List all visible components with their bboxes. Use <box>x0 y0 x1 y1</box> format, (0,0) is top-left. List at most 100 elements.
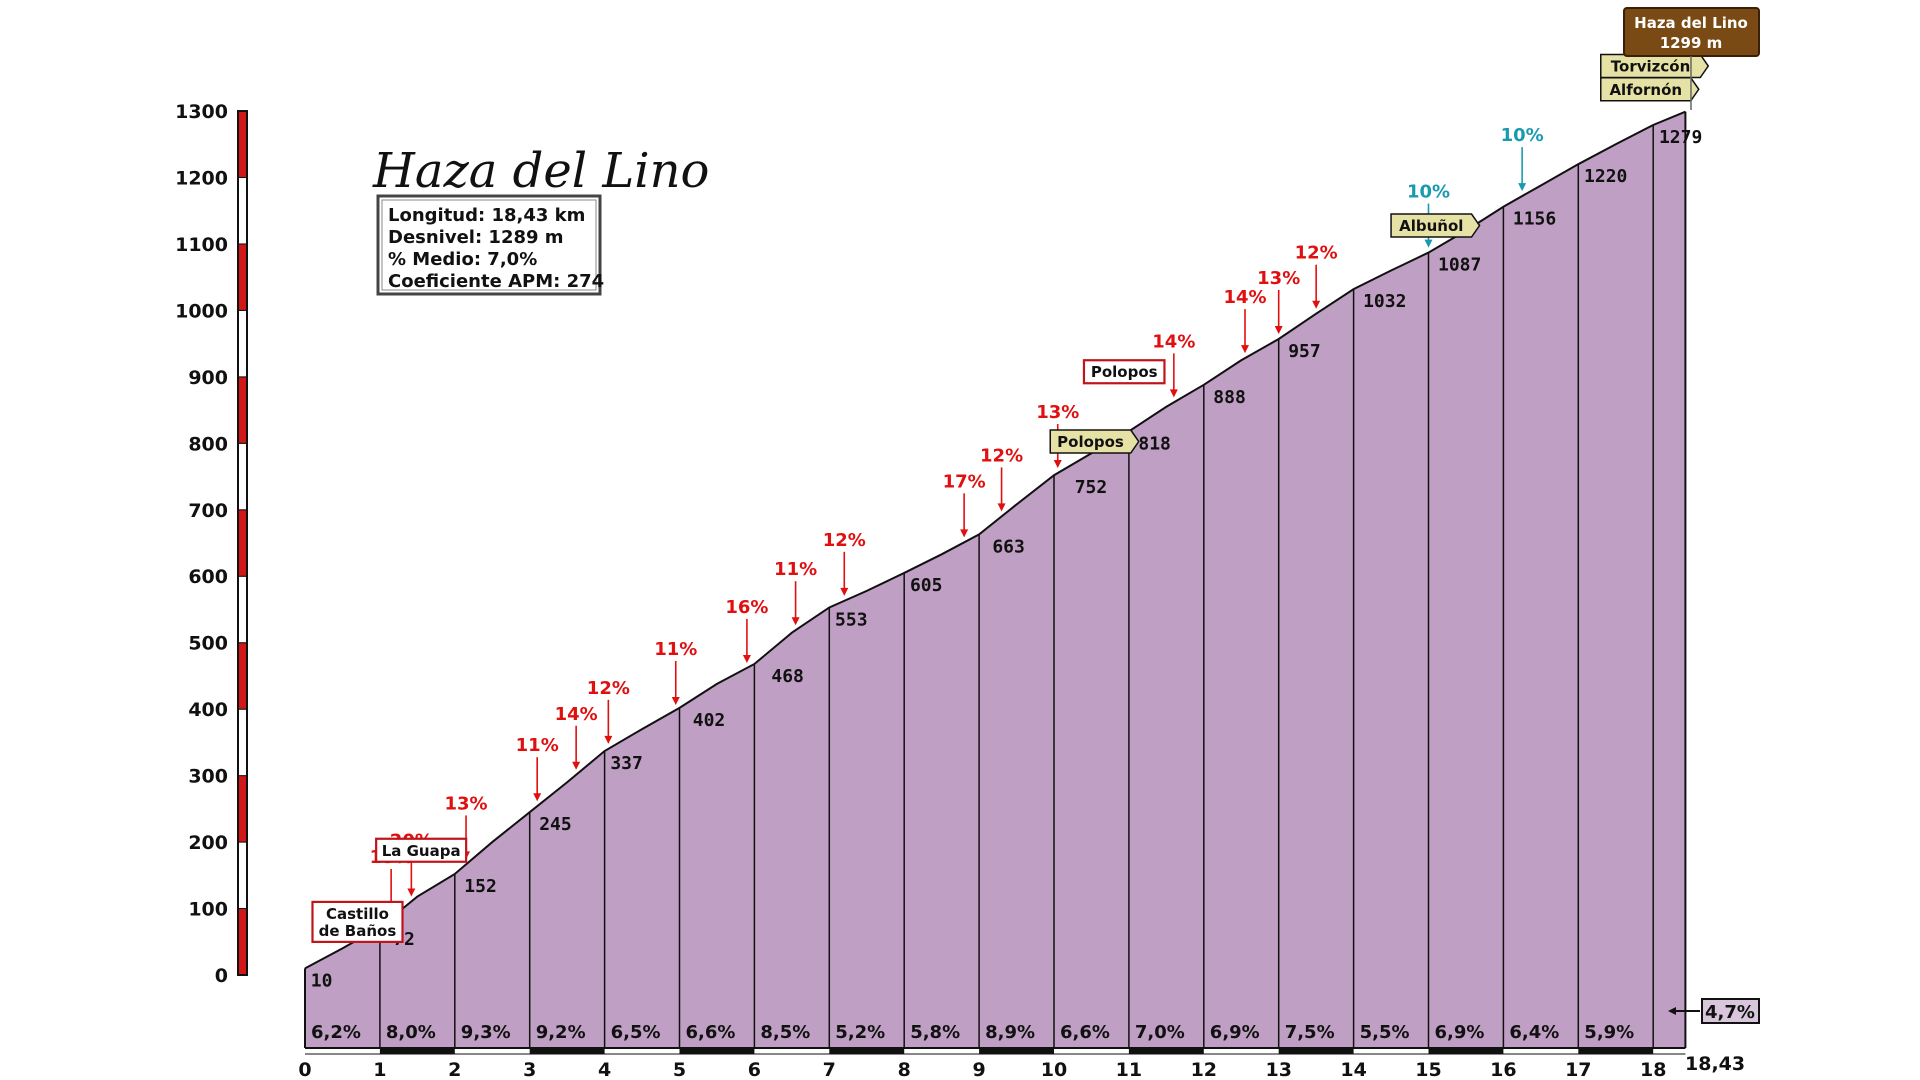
place-label-text: Alfornón <box>1609 81 1682 99</box>
y-tick-label: 100 <box>188 899 228 921</box>
x-axis-band <box>1128 1048 1204 1054</box>
elevation-labels: 1072152245337402468553605663752818888957… <box>311 127 1703 991</box>
y-tick-label: 0 <box>215 965 228 987</box>
ramp-grade-label: 13% <box>1257 268 1300 289</box>
x-tick-label: 1 <box>373 1059 386 1080</box>
ramp-arrow-head <box>1169 389 1178 398</box>
place-label-box <box>1049 429 1140 454</box>
ramp-arrow-head <box>572 761 581 770</box>
ramp-grade-label: 12% <box>823 530 866 551</box>
x-axis-band <box>979 1048 1054 1054</box>
ramp-arrow-head <box>840 587 849 596</box>
ramp-arrow-head <box>671 696 680 705</box>
ramp-arrow-head <box>407 888 416 897</box>
ramp-arrow-head <box>533 793 542 802</box>
y-tick-label: 1100 <box>175 234 228 256</box>
ramp-grade-label: 16% <box>725 597 768 618</box>
x-tick-label: 6 <box>748 1059 761 1080</box>
ruler-frame <box>237 110 248 976</box>
y-tick-label: 700 <box>188 500 228 522</box>
place-label-box <box>311 900 404 943</box>
segment-grade-label: 6,6% <box>1060 1022 1110 1043</box>
ramp-arrow-head <box>997 503 1006 512</box>
x-axis-band <box>529 1048 605 1054</box>
ramp-grade-label: 11% <box>654 639 697 660</box>
ramp-grade-label: 13% <box>444 793 487 814</box>
segment-grade-label: 6,4% <box>1509 1022 1559 1043</box>
summit-sign: Haza del Lino 1299 m <box>1623 7 1760 110</box>
x-tick-label: 11 <box>1116 1059 1142 1080</box>
ruler-band <box>237 841 248 910</box>
y-tick-label: 800 <box>188 433 228 455</box>
segment-grade-label: 6,2% <box>311 1022 361 1043</box>
y-axis-ticks: 0 100 200 300 400 500 600 700 800 900 1000 1100 1200… <box>175 101 228 987</box>
ramp-arrow-head <box>1312 300 1321 309</box>
elevation-label: 553 <box>835 609 868 630</box>
x-tick-label: 13 <box>1265 1059 1291 1080</box>
ramp-arrow-head <box>742 654 751 663</box>
y-tick-label: 500 <box>188 633 228 655</box>
segment-grade-label: 6,9% <box>1435 1022 1485 1043</box>
y-tick-label: 600 <box>188 566 228 588</box>
ramp-grade-label: 12% <box>587 678 630 699</box>
ruler-band <box>237 110 248 178</box>
segment-grades: 6,2% 8,0% 9,3% 9,2% 6,5% 6,6% 8,5% 5,2% 5,8% 8,9%… <box>311 1022 1634 1043</box>
y-ruler <box>237 110 248 976</box>
segment-grade-label: 6,6% <box>686 1022 736 1043</box>
x-tick-label: 8 <box>898 1059 911 1080</box>
ramp-grade-label: 10% <box>1407 182 1450 203</box>
info-apm-coefficient: Coeficiente APM: 274 <box>388 271 604 292</box>
elevation-label: 337 <box>610 753 643 774</box>
elevation-label: 888 <box>1213 387 1246 408</box>
y-tick-label: 1000 <box>175 300 228 322</box>
ramp-grade-label: 12% <box>980 445 1023 466</box>
ruler-band <box>237 309 248 378</box>
profile-fill <box>305 111 1686 1049</box>
elevation-label: 605 <box>910 575 943 596</box>
last-segment-grade-label: 4,7% <box>1705 1002 1755 1023</box>
last-segment-grade: 4,7% <box>1668 998 1760 1024</box>
x-tick-label: 18 <box>1640 1059 1666 1080</box>
segment-grade-label: 5,8% <box>910 1022 960 1043</box>
elevation-label: 1156 <box>1513 209 1556 230</box>
ramp-grade-label: 17% <box>943 471 986 492</box>
y-tick-label: 900 <box>188 367 228 389</box>
segment-grade-label: 9,2% <box>536 1022 586 1043</box>
ramp-grade-label: 12% <box>1295 243 1338 264</box>
ramp-arrow-head <box>1240 345 1249 354</box>
ramp-grade-label: 11% <box>516 735 559 756</box>
x-axis: 0 1 2 3 4 5 6 7 8 9 10 11 12 13 14 15 16 17 18 <box>298 1047 1686 1080</box>
x-axis-band <box>829 1048 905 1054</box>
elevation-label: 245 <box>539 814 572 835</box>
ramp-grade-label: 14% <box>1152 331 1195 352</box>
summit-name: Haza del Lino <box>1634 14 1748 32</box>
info-box: Longitud: 18,43 km Desnivel: 1289 m % Me… <box>376 194 604 296</box>
km-dividers <box>379 124 1654 1048</box>
y-tick-label: 200 <box>188 832 228 854</box>
ramp-arrow-head <box>1424 239 1433 248</box>
x-tick-label: 2 <box>448 1059 461 1080</box>
elevation-label: 957 <box>1288 341 1321 362</box>
ramp-grade-label: 14% <box>1223 287 1266 308</box>
x-tick-label: 0 <box>298 1059 311 1080</box>
x-tick-label: 9 <box>972 1059 985 1080</box>
x-tick-label: 10 <box>1041 1059 1067 1080</box>
ramp-arrow-head <box>791 617 800 626</box>
x-axis-band <box>1578 1048 1654 1054</box>
ramp-arrow-head <box>1053 460 1062 469</box>
x-tick-label: 5 <box>673 1059 686 1080</box>
elevation-label: 10 <box>311 970 333 991</box>
place-label-box <box>1082 359 1166 385</box>
x-tick-label: 16 <box>1490 1059 1516 1080</box>
ramp-grade-label: 13% <box>1036 402 1079 423</box>
x-tick-label: 15 <box>1415 1059 1441 1080</box>
ramp-grade-label: 11% <box>774 559 817 580</box>
segment-grade-label: 8,0% <box>386 1022 436 1043</box>
x-tick-label: 14 <box>1340 1059 1366 1080</box>
x-axis-band <box>1278 1048 1354 1054</box>
elevation-label: 1279 <box>1659 127 1702 148</box>
ruler-band <box>237 376 248 444</box>
ruler-band <box>237 908 248 976</box>
segment-grade-label: 9,3% <box>461 1022 511 1043</box>
ramp-labels: 15%20%13%11%14%12%11%16%11%12%17%12%13%1… <box>370 125 1544 913</box>
